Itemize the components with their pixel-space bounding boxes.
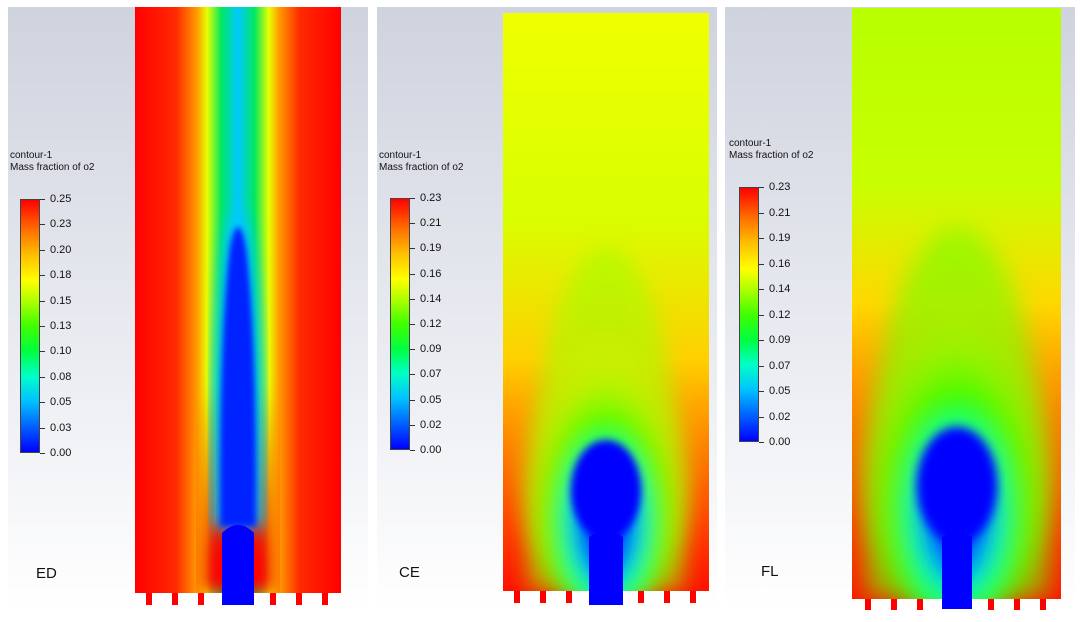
color-scale-bar: [20, 199, 40, 453]
legend-tick-label: 0.05: [40, 396, 71, 408]
contour-panel-ed: contour-1 Mass fraction of o2 0.25 0.23 0.…: [8, 7, 368, 611]
legend-tick-label: 0.21: [759, 207, 790, 219]
legend-tick-label: 0.02: [759, 411, 790, 423]
legend-tick-label: 0.23: [40, 218, 71, 230]
legend-tick-label: 0.21: [410, 217, 441, 229]
contour-panel-ce: contour-1 Mass fraction of o2 0.23 0.21 0.…: [377, 7, 717, 611]
inlet-ports: [146, 593, 328, 605]
legend-tick-label: 0.00: [410, 444, 441, 456]
legend-title-line: contour-1: [729, 138, 772, 149]
legend-tick-label: 0.05: [410, 394, 441, 406]
legend-tick-label: 0.25: [40, 193, 71, 205]
legend-title: contour-1 Mass fraction of o2: [729, 138, 813, 162]
legend-tick-label: 0.19: [410, 242, 441, 254]
legend-title: contour-1 Mass fraction of o2: [379, 150, 463, 174]
color-scale-bar: [739, 187, 759, 442]
legend-title: contour-1 Mass fraction of o2: [10, 150, 94, 174]
legend-tick-label: 0.20: [40, 244, 71, 256]
legend-tick-label: 0.23: [759, 181, 790, 193]
legend-tick-label: 0.16: [759, 258, 790, 270]
legend-tick-label: 0.18: [40, 269, 71, 281]
color-scale-ticks: 0.23 0.21 0.19 0.16 0.14 0.12 0.09 0.07 0.05 0.02…: [410, 192, 470, 456]
legend-tick-label: 0.08: [40, 371, 71, 383]
color-scale-bar: [390, 198, 410, 450]
legend-tick-label: 0.09: [410, 343, 441, 355]
legend-tick-label: 0.15: [40, 295, 71, 307]
legend-tick-label: 0.02: [410, 419, 441, 431]
color-scale-ticks: 0.23 0.21 0.19 0.16 0.14 0.12 0.09 0.07 0.05 0.02…: [759, 181, 819, 448]
legend-subtitle-line: Mass fraction of o2: [379, 162, 464, 173]
case-label: CE: [399, 564, 420, 581]
legend-tick-label: 0.09: [759, 334, 790, 346]
legend-tick-label: 0.19: [759, 232, 790, 244]
contour-field: [852, 8, 1061, 599]
inlet-ports: [865, 599, 1046, 610]
contour-domain: [503, 13, 709, 605]
legend-tick-label: 0.23: [410, 192, 441, 204]
contour-domain: [852, 8, 1061, 610]
color-scale-ticks: 0.25 0.23 0.20 0.18 0.15 0.13 0.10 0.08 0.05 0.03…: [40, 193, 100, 459]
legend-tick-label: 0.00: [759, 436, 790, 448]
legend-subtitle-line: Mass fraction of o2: [729, 150, 814, 161]
inlet-ports: [514, 591, 696, 603]
legend-tick-label: 0.14: [410, 293, 441, 305]
legend-tick-label: 0.00: [40, 447, 71, 459]
nozzle: [589, 531, 623, 605]
legend-tick-label: 0.12: [759, 309, 790, 321]
case-label: FL: [761, 563, 779, 580]
legend-title-line: contour-1: [379, 150, 422, 161]
nozzle: [942, 532, 972, 609]
legend-tick-label: 0.07: [759, 360, 790, 372]
legend-tick-label: 0.16: [410, 268, 441, 280]
contour-domain: [135, 7, 341, 605]
legend-tick-label: 0.12: [410, 318, 441, 330]
legend-tick-label: 0.07: [410, 368, 441, 380]
legend-subtitle-line: Mass fraction of o2: [10, 162, 95, 173]
case-label: ED: [36, 565, 57, 582]
contour-field: [135, 7, 341, 593]
nozzle: [222, 525, 254, 605]
legend-tick-label: 0.14: [759, 283, 790, 295]
contour-field: [503, 13, 709, 591]
contour-panel-fl: contour-1 Mass fraction of o2 0.23 0.21 0.…: [725, 7, 1075, 611]
legend-tick-label: 0.10: [40, 345, 71, 357]
legend-tick-label: 0.03: [40, 422, 71, 434]
legend-tick-label: 0.13: [40, 320, 71, 332]
legend-tick-label: 0.05: [759, 385, 790, 397]
legend-title-line: contour-1: [10, 150, 53, 161]
